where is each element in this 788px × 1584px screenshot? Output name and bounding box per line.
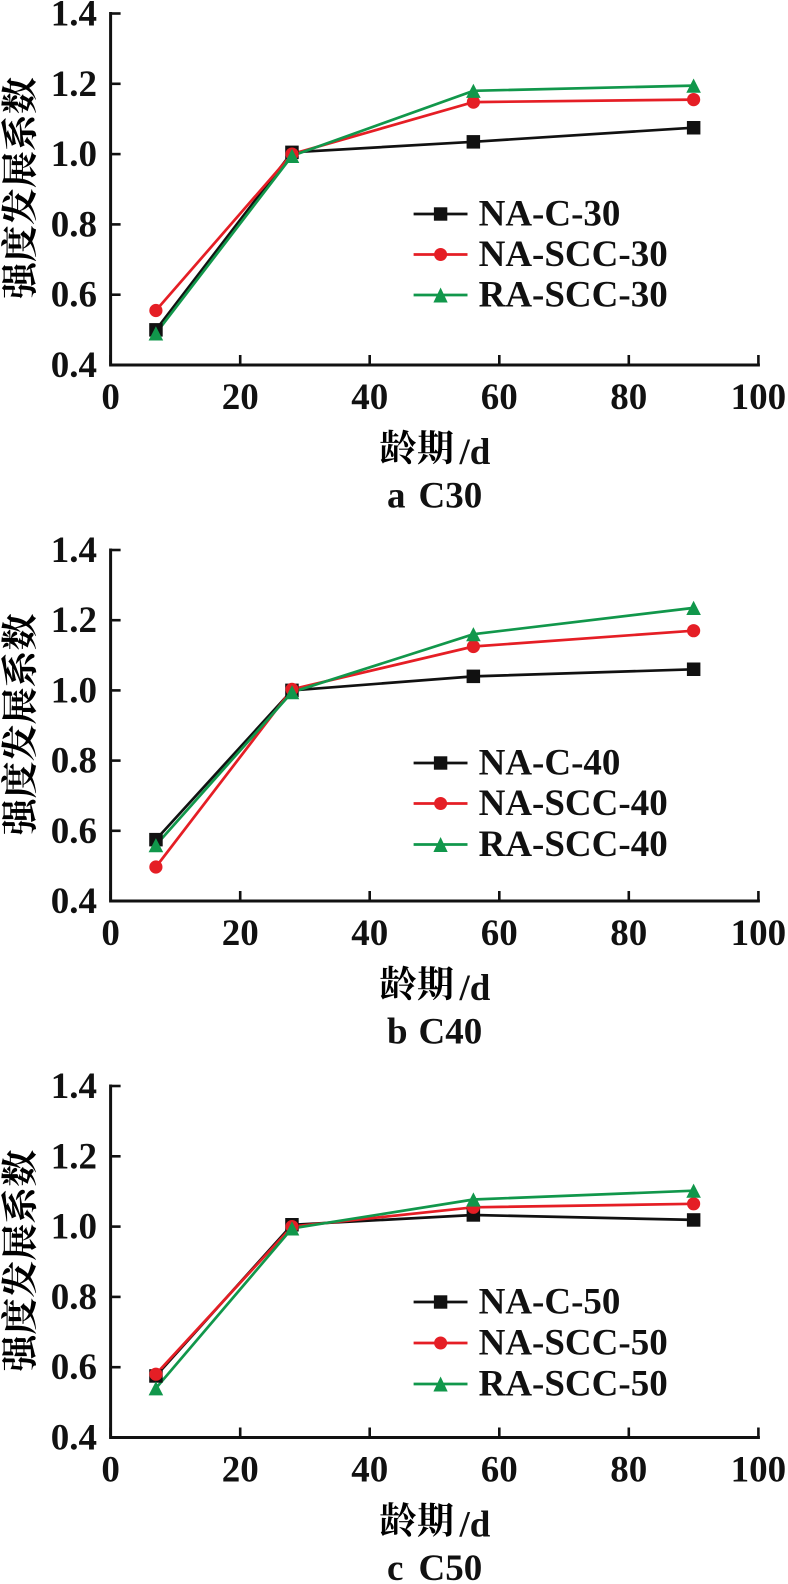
svg-text:20: 20 bbox=[222, 377, 259, 418]
svg-text:1.0: 1.0 bbox=[51, 134, 97, 175]
svg-text:0.4: 0.4 bbox=[51, 881, 97, 922]
svg-text:NA-C-40: NA-C-40 bbox=[479, 743, 621, 784]
svg-text:0: 0 bbox=[101, 377, 120, 418]
svg-text:80: 80 bbox=[610, 913, 647, 954]
svg-text:c: c bbox=[387, 1548, 403, 1584]
svg-text:60: 60 bbox=[481, 1450, 518, 1491]
svg-text:a: a bbox=[387, 476, 406, 517]
svg-text:0.4: 0.4 bbox=[51, 1418, 97, 1459]
svg-text:C50: C50 bbox=[419, 1548, 483, 1584]
svg-text:0: 0 bbox=[101, 913, 120, 954]
svg-text:0.8: 0.8 bbox=[51, 741, 97, 782]
svg-text:b: b bbox=[387, 1012, 408, 1053]
svg-text:80: 80 bbox=[610, 377, 647, 418]
svg-text:60: 60 bbox=[481, 913, 518, 954]
svg-text:0.6: 0.6 bbox=[51, 1347, 97, 1388]
svg-text:100: 100 bbox=[731, 377, 787, 418]
svg-text:80: 80 bbox=[610, 1450, 647, 1491]
svg-text:NA-SCC-40: NA-SCC-40 bbox=[479, 783, 668, 824]
svg-text:NA-SCC-30: NA-SCC-30 bbox=[479, 234, 668, 275]
svg-text:1.4: 1.4 bbox=[51, 0, 97, 35]
svg-text:100: 100 bbox=[731, 913, 787, 954]
svg-text:40: 40 bbox=[351, 1450, 388, 1491]
svg-text:0.6: 0.6 bbox=[51, 275, 97, 316]
svg-text:NA-SCC-50: NA-SCC-50 bbox=[479, 1323, 668, 1364]
svg-text:C30: C30 bbox=[419, 476, 483, 517]
svg-text:0: 0 bbox=[101, 1450, 120, 1491]
svg-text:40: 40 bbox=[351, 377, 388, 418]
svg-text:1.2: 1.2 bbox=[51, 1136, 97, 1177]
svg-text:20: 20 bbox=[222, 913, 259, 954]
svg-text:NA-C-50: NA-C-50 bbox=[479, 1282, 621, 1323]
svg-text:RA-SCC-50: RA-SCC-50 bbox=[479, 1364, 668, 1405]
svg-text:0.8: 0.8 bbox=[51, 1277, 97, 1318]
svg-text:RA-SCC-30: RA-SCC-30 bbox=[479, 275, 668, 316]
svg-text:0.8: 0.8 bbox=[51, 204, 97, 245]
svg-text:40: 40 bbox=[351, 913, 388, 954]
svg-text:1.0: 1.0 bbox=[51, 1207, 97, 1248]
svg-text:/d: /d bbox=[459, 968, 491, 1009]
svg-text:1.0: 1.0 bbox=[51, 670, 97, 711]
svg-text:100: 100 bbox=[731, 1450, 787, 1491]
svg-text:60: 60 bbox=[481, 377, 518, 418]
svg-text:C40: C40 bbox=[419, 1012, 483, 1053]
svg-text:NA-C-30: NA-C-30 bbox=[479, 194, 621, 235]
svg-text:/d: /d bbox=[459, 1505, 491, 1546]
svg-text:RA-SCC-40: RA-SCC-40 bbox=[479, 824, 668, 865]
svg-text:1.2: 1.2 bbox=[51, 600, 97, 641]
svg-text:20: 20 bbox=[222, 1450, 259, 1491]
svg-text:0.6: 0.6 bbox=[51, 811, 97, 852]
svg-text:/d: /d bbox=[459, 432, 491, 473]
svg-text:1.4: 1.4 bbox=[51, 530, 97, 571]
svg-text:1.4: 1.4 bbox=[51, 1066, 97, 1107]
svg-text:0.4: 0.4 bbox=[51, 345, 97, 386]
svg-text:1.2: 1.2 bbox=[51, 64, 97, 105]
